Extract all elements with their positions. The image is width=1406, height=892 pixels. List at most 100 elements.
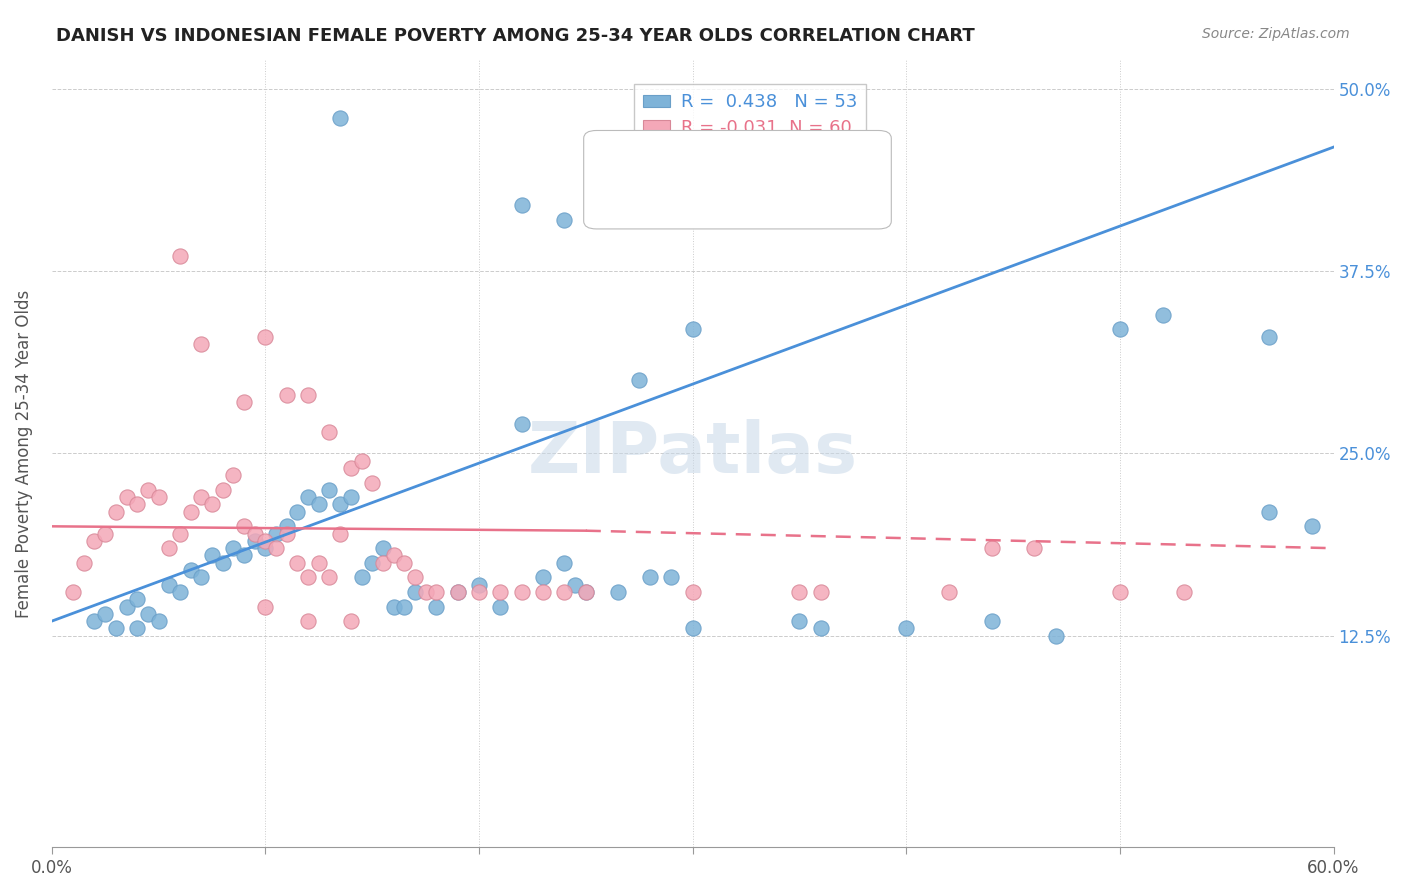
Point — [531, 585, 554, 599]
Point — [201, 498, 224, 512]
Point — [404, 585, 426, 599]
Point — [531, 570, 554, 584]
Point — [254, 329, 277, 343]
Point — [190, 337, 212, 351]
Point — [148, 614, 170, 628]
Point — [361, 556, 384, 570]
Text: DANISH VS INDONESIAN FEMALE POVERTY AMONG 25-34 YEAR OLDS CORRELATION CHART: DANISH VS INDONESIAN FEMALE POVERTY AMON… — [56, 27, 974, 45]
Point — [638, 570, 661, 584]
Point — [329, 526, 352, 541]
Point — [180, 505, 202, 519]
Point — [1258, 329, 1281, 343]
Point — [297, 490, 319, 504]
Point — [254, 533, 277, 548]
Point — [318, 570, 340, 584]
Point — [318, 425, 340, 439]
Point — [83, 614, 105, 628]
Point — [1152, 308, 1174, 322]
Point — [980, 541, 1002, 556]
Point — [510, 585, 533, 599]
Point — [394, 556, 416, 570]
Point — [136, 483, 159, 497]
Point — [350, 453, 373, 467]
Point — [127, 592, 149, 607]
Point — [1109, 322, 1132, 336]
Point — [276, 519, 298, 533]
Point — [682, 322, 704, 336]
Point — [329, 111, 352, 125]
Point — [308, 498, 330, 512]
Point — [553, 585, 575, 599]
Point — [628, 374, 651, 388]
Point — [682, 585, 704, 599]
Point — [553, 556, 575, 570]
Point — [233, 519, 256, 533]
Point — [896, 622, 918, 636]
FancyBboxPatch shape — [583, 130, 891, 229]
Point — [1109, 585, 1132, 599]
Point — [169, 250, 191, 264]
Point — [243, 533, 266, 548]
Point — [233, 549, 256, 563]
Point — [104, 622, 127, 636]
Point — [276, 526, 298, 541]
Point — [115, 490, 138, 504]
Point — [1258, 505, 1281, 519]
Point — [575, 585, 598, 599]
Point — [371, 556, 394, 570]
Point — [404, 570, 426, 584]
Point — [606, 585, 628, 599]
Point — [789, 585, 811, 599]
Point — [1024, 541, 1046, 556]
Point — [254, 599, 277, 614]
Point — [127, 498, 149, 512]
Point — [1173, 585, 1195, 599]
Point — [157, 577, 180, 591]
Point — [264, 526, 287, 541]
Point — [211, 483, 233, 497]
Point — [340, 614, 363, 628]
Point — [222, 468, 245, 483]
Point — [94, 607, 117, 621]
Point — [1045, 629, 1067, 643]
Text: ZIPatlas: ZIPatlas — [527, 419, 858, 488]
Point — [510, 198, 533, 212]
Point — [382, 599, 405, 614]
Point — [468, 585, 491, 599]
Point — [382, 549, 405, 563]
Point — [425, 585, 447, 599]
Point — [222, 541, 245, 556]
Point — [340, 490, 363, 504]
Point — [264, 541, 287, 556]
Point — [446, 585, 468, 599]
Point — [575, 585, 598, 599]
Point — [361, 475, 384, 490]
Point — [297, 570, 319, 584]
Point — [287, 556, 309, 570]
Point — [510, 417, 533, 432]
Point — [190, 570, 212, 584]
Point — [115, 599, 138, 614]
Point — [190, 490, 212, 504]
Point — [553, 213, 575, 227]
Point — [287, 505, 309, 519]
Point — [127, 622, 149, 636]
Point — [136, 607, 159, 621]
Point — [350, 570, 373, 584]
Point — [564, 577, 586, 591]
Point — [446, 585, 468, 599]
Point — [73, 556, 96, 570]
Point — [297, 388, 319, 402]
Point — [810, 585, 832, 599]
Point — [659, 570, 682, 584]
Point — [980, 614, 1002, 628]
Point — [211, 556, 233, 570]
Point — [62, 585, 84, 599]
Text: Source: ZipAtlas.com: Source: ZipAtlas.com — [1202, 27, 1350, 41]
Point — [308, 556, 330, 570]
Point — [169, 585, 191, 599]
Point — [371, 541, 394, 556]
Point — [489, 599, 512, 614]
Point — [243, 526, 266, 541]
Point — [415, 585, 437, 599]
